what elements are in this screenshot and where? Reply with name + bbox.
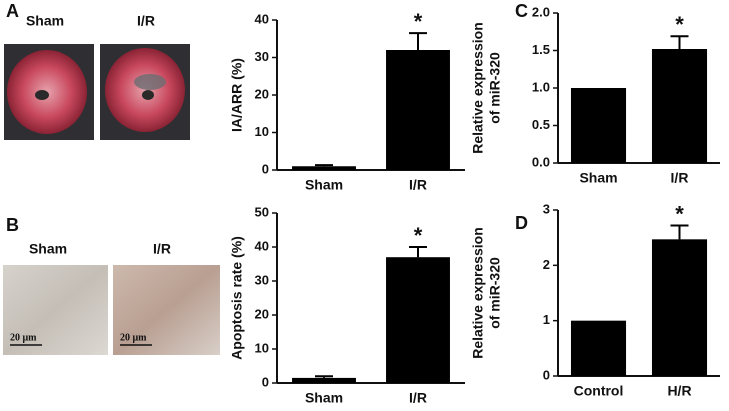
error-bar (670, 35, 689, 49)
bar (651, 239, 708, 376)
y-tick-label: 1.5 (532, 42, 550, 57)
y-tick-label: 1 (543, 312, 550, 327)
y-tick-label: 20 (255, 306, 269, 321)
error-bar (409, 32, 427, 50)
tissue-photo (113, 265, 220, 355)
significance-mark: * (675, 201, 684, 226)
bar (570, 320, 627, 376)
heart-slice (105, 48, 185, 132)
bar (292, 377, 356, 383)
error-bar (315, 164, 333, 167)
y-axis-label: Apoptosis rate (%) (229, 236, 245, 360)
x-tick-label: Control (574, 383, 624, 399)
y-axis-label: Relative expression (470, 227, 486, 359)
significance-mark: * (414, 223, 423, 248)
y-tick-label: 1.0 (532, 79, 550, 94)
x-tick-label: Sham (579, 170, 617, 186)
bar (386, 50, 450, 170)
error-bar (315, 375, 333, 378)
image-caption: I/R (153, 241, 171, 257)
heart-cavity (35, 90, 49, 100)
scale-bar-label: 20 μm (120, 332, 147, 343)
bar (570, 88, 627, 163)
image-caption: Sham (26, 13, 64, 29)
y-tick-label: 40 (255, 11, 269, 26)
y-tick-label: 50 (255, 204, 269, 219)
y-tick-label: 3 (543, 201, 550, 216)
error-bar (670, 224, 689, 240)
significance-mark: * (675, 12, 684, 37)
x-tick-label: H/R (667, 383, 691, 399)
y-tick-label: 40 (255, 238, 269, 253)
error-bar (409, 246, 427, 258)
y-tick-label: 0.5 (532, 117, 550, 132)
bar (292, 166, 356, 170)
y-tick-label: 0 (543, 367, 550, 382)
scale-bar-label: 20 μm (10, 332, 37, 343)
image-caption: Sham (29, 241, 67, 257)
infarct-area (134, 74, 166, 90)
tissue-photo (3, 265, 108, 355)
x-tick-label: Sham (305, 390, 343, 406)
x-tick-label: I/R (409, 390, 427, 406)
y-tick-label: 2.0 (532, 4, 550, 19)
bar (386, 257, 450, 383)
y-tick-label: 0 (262, 374, 269, 389)
y-axis-label: of miR-320 (487, 52, 503, 124)
bar (651, 49, 708, 163)
y-tick-label: 30 (255, 272, 269, 287)
panel-label: B (6, 215, 19, 235)
x-tick-label: I/R (671, 170, 689, 186)
y-tick-label: 0.0 (532, 154, 550, 169)
y-tick-label: 10 (255, 124, 269, 139)
panel-label: C (515, 1, 528, 21)
significance-mark: * (414, 9, 423, 34)
x-tick-label: I/R (409, 177, 427, 193)
y-axis-label: IA/ARR (%) (229, 58, 245, 132)
y-tick-label: 20 (255, 86, 269, 101)
x-tick-label: Sham (305, 177, 343, 193)
y-tick-label: 10 (255, 340, 269, 355)
heart-cavity (142, 90, 154, 100)
y-tick-label: 0 (262, 161, 269, 176)
y-tick-label: 30 (255, 49, 269, 64)
panel-label: D (515, 213, 528, 233)
y-axis-label: of miR-320 (487, 257, 503, 329)
y-axis-label: Relative expression (470, 22, 486, 154)
panel-label: A (6, 1, 19, 21)
image-caption: I/R (137, 13, 155, 29)
y-tick-label: 2 (543, 257, 550, 272)
